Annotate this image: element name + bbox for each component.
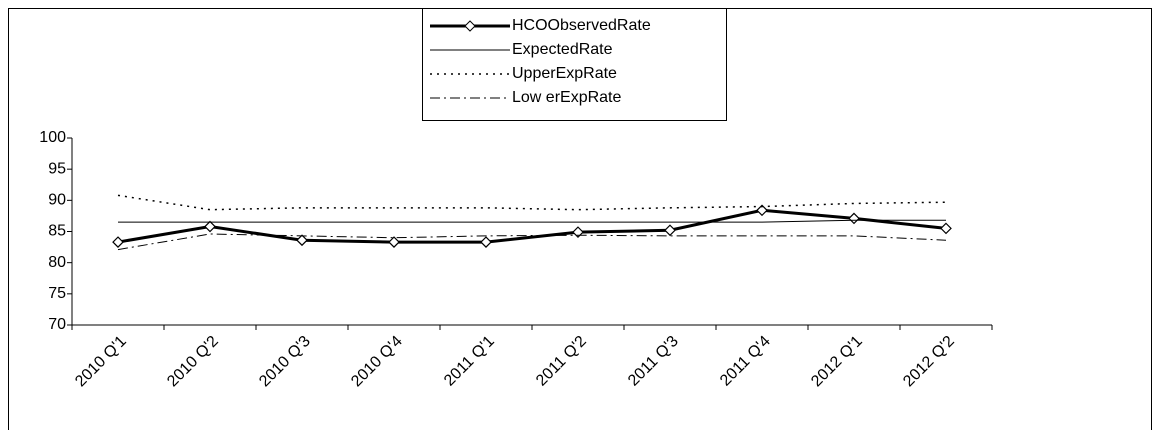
y-tick-label: 100 — [39, 129, 66, 146]
y-tick-label: 80 — [48, 254, 66, 271]
data-point — [664, 224, 676, 237]
data-point — [572, 226, 584, 238]
data-point — [296, 234, 308, 247]
data-point — [204, 220, 216, 233]
y-tick-label: 85 — [48, 223, 66, 240]
series-line — [117, 208, 947, 244]
legend-label: ExpectedRate — [512, 41, 613, 58]
data-point — [480, 236, 492, 248]
data-point — [112, 236, 124, 248]
data-point — [756, 204, 768, 217]
data-point — [940, 222, 952, 235]
data-point — [848, 212, 860, 225]
data-point — [388, 236, 400, 248]
legend-label: HCOObservedRate — [512, 17, 651, 34]
y-tick-label: 95 — [48, 160, 66, 177]
series-line — [117, 233, 947, 251]
y-tick-label: 90 — [48, 192, 66, 209]
legend-label: UpperExpRate — [512, 65, 617, 82]
y-tick-label: 70 — [48, 316, 66, 333]
y-tick-label: 75 — [48, 285, 66, 302]
legend-marker — [464, 20, 476, 32]
legend-label: Low erExpRate — [512, 89, 621, 106]
series-line — [118, 219, 946, 223]
